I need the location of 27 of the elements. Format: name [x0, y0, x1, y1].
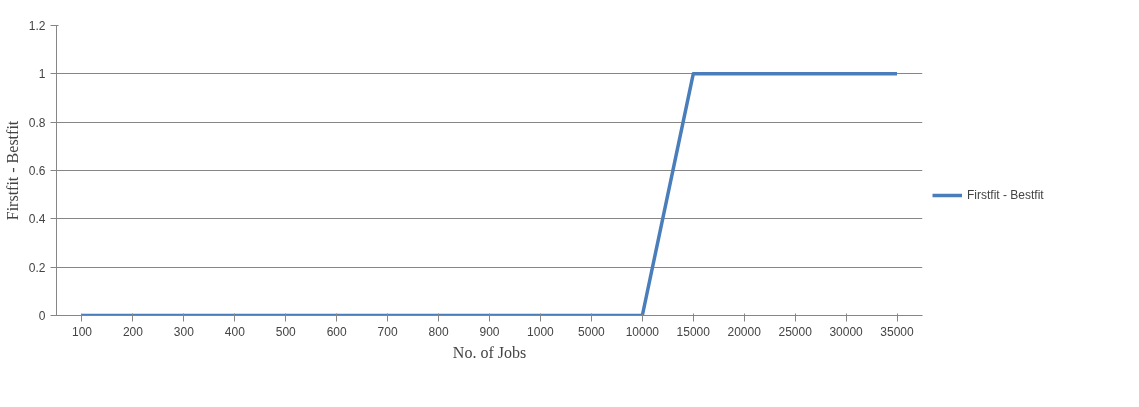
x-tick-label: 300 [173, 324, 195, 339]
x-tick-label: 700 [377, 324, 398, 339]
x-tick-label: 200 [122, 324, 144, 339]
x-tick-label: 100 [71, 324, 93, 339]
x-tick-label: 10000 [625, 324, 660, 339]
x-tick-label: 20000 [727, 324, 762, 339]
y-tick-label: 0 [38, 309, 46, 323]
y-axis-title: Firstfit - Bestfit [3, 120, 21, 221]
legend-label: Firstfit - Bestfit [967, 188, 1044, 202]
y-tick-label: 0.8 [28, 115, 46, 130]
y-tick-label: 0.4 [28, 212, 46, 227]
y-tick-label: 1 [38, 67, 46, 82]
x-tick-label: 500 [275, 324, 297, 339]
x-tick-label: 600 [326, 324, 348, 339]
y-tick-label: 0.6 [28, 164, 46, 178]
x-tick-label: 800 [428, 324, 449, 339]
y-tick-label: 0.2 [28, 260, 46, 275]
x-tick-label: 30000 [829, 324, 864, 339]
x-tick-label: 400 [224, 324, 246, 339]
x-tick-label: 35000 [880, 324, 915, 339]
x-tick-label: 1000 [527, 324, 555, 339]
y-tick-label: 1.2 [28, 19, 46, 33]
x-tick-label: 900 [479, 324, 500, 339]
x-axis-title: No. of Jobs [452, 343, 527, 361]
x-tick-label: 25000 [778, 324, 813, 339]
x-tick-label: 15000 [676, 324, 711, 339]
x-tick-label: 5000 [578, 324, 606, 339]
